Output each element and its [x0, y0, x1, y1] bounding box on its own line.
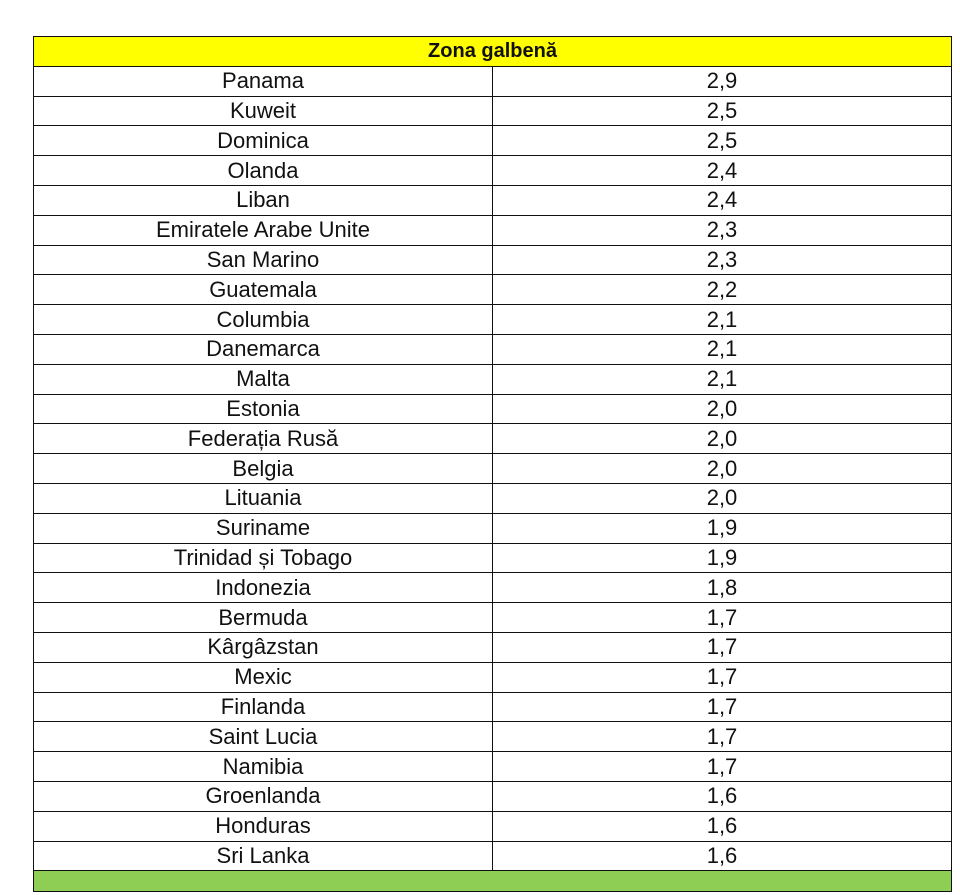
table-row: Sri Lanka 1,6 [33, 840, 952, 872]
country-cell: Columbia [33, 304, 493, 335]
country-cell: Danemarca [33, 333, 493, 365]
country-cell: Emiratele Arabe Unite [33, 214, 493, 246]
country-cell: San Marino [33, 244, 493, 276]
value-cell: 2,0 [492, 423, 952, 455]
green-zone-title [33, 870, 952, 893]
value-cell: 1,6 [492, 810, 952, 842]
value-cell: 2,0 [492, 453, 952, 484]
value-cell: 1,7 [492, 721, 952, 753]
country-cell: Federația Rusă [33, 423, 493, 455]
table-row: Federația Rusă 2,0 [33, 423, 952, 455]
table-row: Groenlanda 1,6 [33, 780, 952, 812]
country-cell: Mexic [33, 661, 493, 693]
country-cell: Guatemala [33, 274, 493, 306]
table-row: Belgia 2,0 [33, 453, 952, 484]
value-cell: 2,5 [492, 95, 952, 127]
value-cell: 2,4 [492, 184, 952, 216]
table-row: Liban 2,4 [33, 184, 952, 216]
table-row: Dominica 2,5 [33, 125, 952, 157]
country-cell: Belgia [33, 453, 493, 484]
country-cell: Suriname [33, 512, 493, 544]
value-cell: 2,1 [492, 304, 952, 335]
value-cell: 2,0 [492, 393, 952, 425]
value-cell: 1,6 [492, 840, 952, 872]
country-cell: Kârgâzstan [33, 631, 493, 663]
table-row: Namibia 1,7 [33, 751, 952, 782]
table-row: Finlanda 1,7 [33, 691, 952, 723]
table-row: Kuweit 2,5 [33, 95, 952, 127]
yellow-zone-rows: Panama 2,9 Kuweit 2,5 Dominica 2,5 Olanda 2,4 Li… [33, 65, 952, 872]
value-cell: 2,3 [492, 244, 952, 276]
country-cell: Liban [33, 184, 493, 216]
country-cell: Kuweit [33, 95, 493, 127]
table-row: Olanda 2,4 [33, 155, 952, 186]
table-row: Guatemala 2,2 [33, 274, 952, 306]
country-cell: Olanda [33, 155, 493, 186]
value-cell: 2,5 [492, 125, 952, 157]
table-row: Lituania 2,0 [33, 482, 952, 514]
table-row: Malta 2,1 [33, 363, 952, 395]
value-cell: 2,1 [492, 363, 952, 395]
country-cell: Dominica [33, 125, 493, 157]
value-cell: 2,9 [492, 65, 952, 97]
country-cell: Lituania [33, 482, 493, 514]
country-cell: Indonezia [33, 572, 493, 604]
country-cell: Namibia [33, 751, 493, 782]
value-cell: 1,6 [492, 780, 952, 812]
country-cell: Estonia [33, 393, 493, 425]
value-cell: 1,7 [492, 631, 952, 663]
table-row: Trinidad și Tobago 1,9 [33, 542, 952, 574]
table-row: Indonezia 1,8 [33, 572, 952, 604]
table-row: Bermuda 1,7 [33, 602, 952, 633]
country-cell: Finlanda [33, 691, 493, 723]
country-cell: Panama [33, 65, 493, 97]
table-row: San Marino 2,3 [33, 244, 952, 276]
country-cell: Trinidad și Tobago [33, 542, 493, 574]
table-row: Kârgâzstan 1,7 [33, 631, 952, 663]
value-cell: 2,4 [492, 155, 952, 186]
country-cell: Sri Lanka [33, 840, 493, 872]
yellow-zone-title: Zona galbenă [33, 36, 952, 67]
value-cell: 2,2 [492, 274, 952, 306]
value-cell: 1,9 [492, 512, 952, 544]
value-cell: 2,1 [492, 333, 952, 365]
country-cell: Honduras [33, 810, 493, 842]
table-row: Mexic 1,7 [33, 661, 952, 693]
value-cell: 1,7 [492, 602, 952, 633]
country-cell: Saint Lucia [33, 721, 493, 753]
yellow-zone-header-row: Zona galbenă [33, 36, 952, 67]
table-row: Honduras 1,6 [33, 810, 952, 842]
value-cell: 1,9 [492, 542, 952, 574]
green-zone-header-row [33, 870, 952, 893]
table-row: Estonia 2,0 [33, 393, 952, 425]
table-row: Columbia 2,1 [33, 304, 952, 335]
table-row: Panama 2,9 [33, 65, 952, 97]
country-cell: Groenlanda [33, 780, 493, 812]
country-cell: Malta [33, 363, 493, 395]
zone-table: Zona galbenă Panama 2,9 Kuweit 2,5 Dominica 2… [33, 36, 952, 893]
value-cell: 1,7 [492, 691, 952, 723]
value-cell: 1,7 [492, 661, 952, 693]
table-row: Danemarca 2,1 [33, 333, 952, 365]
table-row: Suriname 1,9 [33, 512, 952, 544]
table-row: Emiratele Arabe Unite 2,3 [33, 214, 952, 246]
value-cell: 2,3 [492, 214, 952, 246]
country-cell: Bermuda [33, 602, 493, 633]
value-cell: 2,0 [492, 482, 952, 514]
value-cell: 1,8 [492, 572, 952, 604]
table-row: Saint Lucia 1,7 [33, 721, 952, 753]
value-cell: 1,7 [492, 751, 952, 782]
